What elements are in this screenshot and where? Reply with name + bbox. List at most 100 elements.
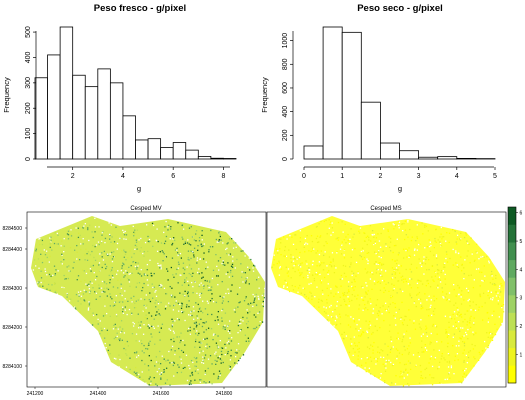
pixel-point xyxy=(176,247,178,250)
pixel-point xyxy=(470,315,472,318)
pixel-point xyxy=(215,342,218,344)
pixel-point xyxy=(245,282,247,284)
pixel-point xyxy=(102,315,105,317)
pixel-point xyxy=(177,261,180,263)
pixel-point xyxy=(205,329,208,331)
pixel-point xyxy=(367,337,369,339)
pixel-point xyxy=(326,298,328,301)
pixel-point xyxy=(87,307,90,309)
pixel-point xyxy=(425,269,428,271)
pixel-point xyxy=(379,262,381,264)
pixel-point xyxy=(229,253,232,255)
pixel-point xyxy=(171,296,173,298)
pixel-point xyxy=(61,254,63,256)
pixel-point xyxy=(392,301,394,304)
pixel-point xyxy=(496,328,498,330)
pixel-point xyxy=(113,337,115,340)
pixel-point xyxy=(54,232,56,234)
pixel-point xyxy=(119,326,121,328)
pixel-point xyxy=(221,320,223,322)
pixel-point xyxy=(93,256,95,259)
pixel-point xyxy=(364,296,366,298)
pixel-point xyxy=(100,287,103,289)
pixel-point xyxy=(192,292,194,294)
pixel-point xyxy=(430,314,433,316)
pixel-point xyxy=(314,273,317,275)
pixel-point xyxy=(405,268,407,271)
pixel-point xyxy=(182,367,185,369)
pixel-point xyxy=(185,354,188,356)
pixel-point xyxy=(44,270,47,273)
pixel-point xyxy=(404,278,406,280)
pixel-point xyxy=(149,300,152,303)
pixel-point xyxy=(454,230,456,233)
pixel-point xyxy=(454,359,456,362)
pixel-point xyxy=(44,268,46,270)
pixel-point xyxy=(160,264,162,266)
pixel-point xyxy=(224,312,227,314)
pixel-point xyxy=(453,311,456,313)
pixel-point xyxy=(380,356,382,358)
pixel-point xyxy=(410,271,413,273)
pixel-point xyxy=(101,266,103,269)
pixel-point xyxy=(491,299,494,301)
pixel-point xyxy=(394,272,397,274)
pixel-point xyxy=(171,257,174,259)
pixel-point xyxy=(207,313,209,316)
pixel-point xyxy=(467,338,469,340)
pixel-point xyxy=(146,304,148,306)
pixel-point xyxy=(240,250,242,252)
pixel-point xyxy=(227,300,230,303)
pixel-point xyxy=(152,297,154,299)
pixel-point xyxy=(442,296,444,298)
hist2-x-tick-label: 0 xyxy=(302,173,306,180)
pixel-point xyxy=(174,249,177,251)
map-y-tick-label: 8284400 xyxy=(3,247,23,253)
pixel-point xyxy=(324,251,326,253)
pixel-point xyxy=(170,266,173,269)
pixel-point xyxy=(452,336,454,338)
pixel-point xyxy=(163,287,166,290)
pixel-point xyxy=(286,284,289,286)
pixel-point xyxy=(87,227,89,229)
pixel-point xyxy=(178,310,180,312)
pixel-point xyxy=(462,341,464,343)
pixel-point xyxy=(145,347,147,350)
pixel-point xyxy=(471,252,474,254)
pixel-point xyxy=(395,262,398,265)
colorbar-tick-label: 1 xyxy=(520,352,523,358)
raster-maps: Cesped MV Cesped MS 241200 241400 241600 24… xyxy=(3,206,523,397)
pixel-point xyxy=(378,311,381,313)
pixel-point xyxy=(366,235,369,237)
pixel-point xyxy=(409,268,411,270)
pixel-point xyxy=(228,365,230,367)
pixel-point xyxy=(90,265,92,268)
pixel-point xyxy=(238,321,241,323)
pixel-point xyxy=(358,335,360,337)
hist2-y-tick-label: 200 xyxy=(282,129,289,141)
pixel-point xyxy=(325,241,327,243)
pixel-point xyxy=(312,249,314,251)
pixel-point xyxy=(204,279,206,282)
pixel-point xyxy=(32,269,35,271)
pixel-point xyxy=(246,277,248,279)
pixel-point xyxy=(156,314,158,316)
pixel-point xyxy=(101,252,103,254)
pixel-point xyxy=(221,309,223,312)
pixel-point xyxy=(423,350,425,353)
pixel-point xyxy=(343,331,345,334)
pixel-point xyxy=(385,243,387,245)
pixel-point xyxy=(226,326,228,328)
pixel-point xyxy=(356,345,358,347)
pixel-point xyxy=(338,237,340,239)
pixel-point xyxy=(324,276,326,279)
pixel-point xyxy=(332,258,334,260)
pixel-point xyxy=(94,274,97,276)
pixel-point xyxy=(148,298,150,301)
pixel-point xyxy=(171,294,174,297)
pixel-point xyxy=(238,350,240,352)
pixel-point xyxy=(293,265,295,267)
pixel-point xyxy=(193,256,195,258)
pixel-point xyxy=(222,297,224,299)
